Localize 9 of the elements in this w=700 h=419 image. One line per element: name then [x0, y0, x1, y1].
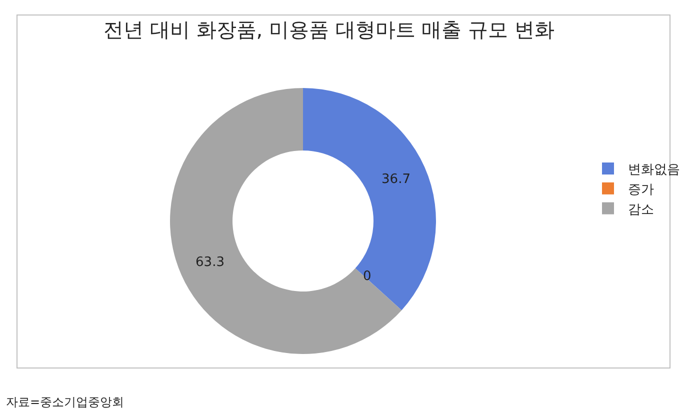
- data-label: 63.3: [196, 254, 224, 270]
- legend-label: 증가: [628, 182, 654, 198]
- legend-label: 변화없음: [628, 162, 680, 178]
- donut-slice: [303, 88, 436, 310]
- data-label: 36.7: [382, 172, 410, 188]
- text: 0: [363, 269, 372, 284]
- text: 자료=중소기업중앙회: [6, 395, 124, 409]
- chart-title: 전년 대비 화장품, 미용품 대형마트 매출 규모 변화: [104, 17, 554, 42]
- legend-label: 감소: [628, 202, 654, 218]
